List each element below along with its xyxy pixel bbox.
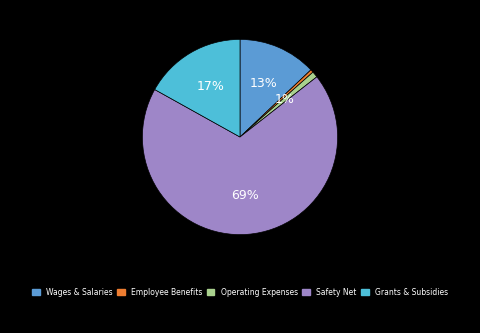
Wedge shape xyxy=(155,39,240,137)
Wedge shape xyxy=(240,39,311,137)
Wedge shape xyxy=(240,72,317,137)
Legend: Wages & Salaries, Employee Benefits, Operating Expenses, Safety Net, Grants & Su: Wages & Salaries, Employee Benefits, Ope… xyxy=(30,285,450,299)
Text: 17%: 17% xyxy=(196,80,224,93)
Wedge shape xyxy=(240,70,313,137)
Text: 69%: 69% xyxy=(231,189,258,202)
Text: 1%: 1% xyxy=(275,93,295,106)
Text: 13%: 13% xyxy=(249,77,277,90)
Wedge shape xyxy=(143,77,337,235)
